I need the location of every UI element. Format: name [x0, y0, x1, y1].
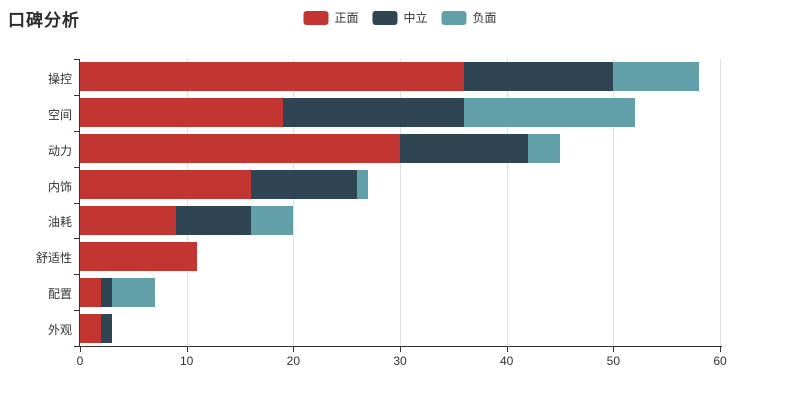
x-tick-label-40: 40	[499, 354, 514, 368]
gridline-x-60	[720, 59, 721, 346]
bar-配置-负面[interactable]	[112, 277, 155, 307]
x-axis-tick-30	[400, 347, 401, 352]
x-axis-tick-60	[720, 347, 721, 352]
x-tick-label-20: 20	[286, 354, 301, 368]
category-label-外观: 外观	[47, 323, 72, 338]
bar-操控-正面[interactable]	[80, 62, 464, 92]
legend-swatch-negative	[441, 10, 467, 25]
category-label-操控: 操控	[47, 71, 72, 86]
y-axis-tick-1	[74, 94, 79, 96]
legend-swatch-neutral	[372, 10, 398, 25]
y-axis-tick-5	[74, 238, 79, 240]
category-label-配置: 配置	[47, 287, 72, 302]
bar-动力-负面[interactable]	[528, 134, 560, 164]
bar-空间-正面[interactable]	[80, 98, 283, 128]
y-axis-tick-7	[74, 310, 79, 312]
gridline-x-20	[293, 59, 295, 346]
legend-item-positive[interactable]: 正面	[303, 9, 358, 26]
legend-label-neutral: 中立	[403, 11, 428, 25]
bar-操控-负面[interactable]	[613, 62, 699, 92]
x-axis-tick-10	[186, 347, 188, 352]
category-label-空间: 空间	[47, 107, 72, 122]
bar-外观-中立[interactable]	[101, 313, 112, 343]
gridline-x-40	[506, 59, 508, 346]
gridline-x-30	[400, 59, 401, 346]
chart-title: 口碑分析	[8, 11, 80, 30]
bar-操控-中立[interactable]	[464, 62, 614, 92]
x-axis-tick-0	[80, 347, 81, 352]
x-tick-label-50: 50	[606, 354, 621, 368]
bar-动力-正面[interactable]	[80, 134, 400, 164]
category-label-动力: 动力	[47, 143, 72, 158]
bar-内饰-正面[interactable]	[80, 170, 251, 200]
x-tick-label-10: 10	[179, 354, 194, 368]
bar-内饰-负面[interactable]	[357, 170, 368, 200]
legend-item-negative[interactable]: 负面	[441, 9, 497, 26]
gridline-x-10	[186, 59, 188, 346]
category-label-舒适性: 舒适性	[35, 251, 72, 266]
x-axis-tick-50	[613, 347, 615, 352]
y-axis-tick-8	[74, 346, 79, 347]
y-axis-tick-3	[74, 166, 79, 168]
y-axis-tick-2	[74, 130, 79, 132]
x-tick-label-60: 60	[713, 354, 727, 368]
bar-空间-中立[interactable]	[282, 98, 464, 128]
legend-swatch-positive	[303, 10, 329, 25]
x-tick-label-0: 0	[76, 354, 84, 368]
legend-label-positive: 正面	[334, 11, 359, 25]
bar-配置-正面[interactable]	[80, 277, 102, 307]
x-tick-label-30: 30	[393, 354, 407, 368]
bar-空间-负面[interactable]	[464, 98, 635, 128]
bar-内饰-中立[interactable]	[250, 170, 358, 200]
gridline-x-50	[613, 59, 615, 346]
bar-油耗-负面[interactable]	[250, 205, 294, 235]
bar-舒适性-正面[interactable]	[80, 241, 198, 271]
bar-动力-中立[interactable]	[400, 134, 528, 164]
bar-外观-正面[interactable]	[80, 313, 102, 343]
legend: 正面 中立 负面	[303, 9, 497, 26]
x-axis-tick-40	[506, 347, 508, 352]
y-axis-tick-4	[74, 202, 79, 204]
category-label-内饰: 内饰	[47, 179, 72, 194]
category-label-油耗: 油耗	[47, 215, 72, 230]
x-axis-tick-20	[293, 347, 295, 352]
legend-label-negative: 负面	[472, 11, 497, 25]
y-axis-tick-0	[74, 59, 79, 60]
bar-配置-中立[interactable]	[101, 277, 112, 307]
y-axis-line	[79, 59, 80, 347]
y-axis-tick-6	[74, 274, 79, 276]
x-axis-line	[78, 346, 722, 347]
legend-item-neutral[interactable]: 中立	[372, 9, 428, 26]
bar-油耗-正面[interactable]	[80, 205, 176, 235]
bar-油耗-中立[interactable]	[176, 205, 251, 235]
